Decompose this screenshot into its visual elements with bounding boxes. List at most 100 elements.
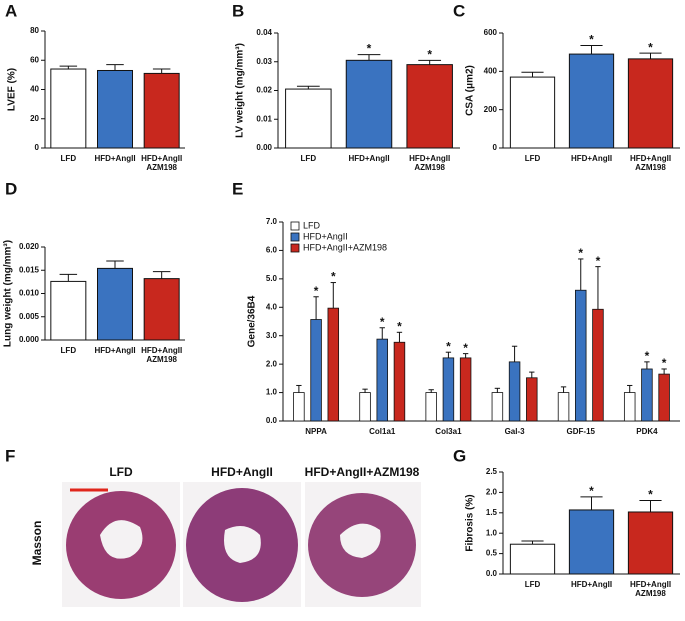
bar [293,392,305,422]
panel-letter: G [453,446,466,465]
legend-swatch [290,243,300,253]
y-tick-label: 400 [484,66,498,75]
bar [359,392,371,422]
x-tick-label: LFD [61,154,77,163]
x-tick-label: AZM198 [635,163,666,172]
y-tick-label: 0.000 [19,335,40,344]
x-tick-label: HFD+AngII [571,580,612,589]
y-tick-label: 0 [493,143,498,152]
panel-letter: A [5,1,17,20]
y-tick-label: 0.005 [19,312,40,321]
cavity [224,526,261,563]
significance-mark: * [589,484,594,498]
significance-mark: * [648,488,653,502]
panel-letter: D [5,179,17,198]
bar [491,392,504,422]
bar [575,289,587,422]
x-tick-label: AZM198 [414,163,445,172]
column-title: HFD+AngII+AZM198 [305,465,420,479]
x-tick-label: LFD [525,580,541,589]
y-axis-label: LV weight (mg/mm³) [235,43,246,138]
significance-mark: * [367,42,372,56]
y-tick-label: 0.015 [19,265,40,274]
column-title: LFD [109,465,133,479]
bar [143,278,180,341]
x-tick-label: HFD+AngII [94,346,135,355]
y-tick-label: 3.0 [266,331,278,340]
x-tick-label: Col3a1 [435,427,462,436]
bar [641,368,653,422]
y-tick-label: 40 [30,85,39,94]
significance-mark: * [446,339,451,353]
x-tick-label: AZM198 [146,163,177,172]
bar [442,357,455,422]
y-tick-label: 0.01 [256,114,272,123]
bar [568,53,615,149]
x-tick-label: NPPA [305,427,327,436]
bar [50,68,87,149]
y-tick-label: 0 [35,143,40,152]
significance-mark: * [589,33,594,47]
x-tick-label: PDK4 [636,427,658,436]
x-tick-label: GDF-15 [567,427,596,436]
significance-mark: * [380,315,385,329]
bar [143,72,180,149]
y-tick-label: 0.020 [19,242,40,251]
panel-letter: B [232,1,244,20]
bar [568,509,615,575]
x-tick-label: HFD+AngII [94,154,135,163]
chart-panel: E Gene/36B4 0.0 1.0 2.0 3.0 4.0 5.0 6.0 7.0 NPPA Co… [232,179,680,436]
y-axis-label: LVEF (%) [7,68,18,111]
histology-panel: F LFD HFD+AngII HFD+AngII+AZM198 Masson [5,446,421,607]
x-tick-label: HFD+AngII [409,154,450,163]
chart-panel: B LV weight (mg/mm³) 0.00 0.01 0.02 0.03 0.04 L… [232,1,460,172]
y-tick-label: 7.0 [266,217,278,226]
chart-panel: D Lung weight (mg/mm³) 0.000 0.005 0.010 0.01… [3,179,185,364]
significance-mark: * [648,40,653,54]
bar [327,307,340,422]
bar [623,392,636,422]
y-axis-label: Lung weight (mg/mm³) [3,240,14,347]
x-tick-label: AZM198 [635,589,666,598]
significance-mark: * [331,270,336,284]
chart-panel: G Fibrosis (%) 0.0 0.5 1.0 1.5 2.0 2.5 LFD HFD+An… [453,446,680,598]
y-tick-label: 0.0 [266,416,278,425]
bar [97,69,133,149]
significance-mark: * [578,246,583,260]
bar [627,58,674,149]
x-tick-label: Gal-3 [505,427,526,436]
y-tick-label: 4.0 [266,302,278,311]
y-tick-label: 20 [30,114,39,123]
y-axis-label: Gene/36B4 [247,295,258,347]
y-tick-label: 0.03 [256,57,272,66]
y-tick-label: 0.5 [486,549,498,558]
chart-panel: C CSA (μm2) 0 200 400 600 LFD HFD+AngII HFD+AngI… [453,1,680,172]
y-tick-label: 1.0 [266,388,278,397]
bar [459,357,472,422]
bar [509,543,556,575]
legend-swatch [290,221,300,231]
cavity [340,523,381,558]
bar [509,76,556,149]
legend-label: HFD+AngII [303,231,348,241]
legend-label: LFD [303,220,321,230]
bar [592,308,604,422]
bar [345,59,393,149]
y-axis-label: CSA (μm2) [465,65,476,116]
x-tick-label: Col1a1 [369,427,396,436]
bar [50,280,87,341]
y-tick-label: 0.02 [256,86,272,95]
x-tick-label: AZM198 [146,355,177,364]
bar [627,511,674,575]
bar [310,319,322,422]
significance-mark: * [463,341,468,355]
row-label: Masson [30,521,44,566]
bar [285,88,332,149]
y-tick-label: 0.00 [256,143,272,152]
significance-mark: * [397,319,402,333]
y-tick-label: 6.0 [266,246,278,255]
bar [508,361,521,422]
x-tick-label: LFD [61,346,77,355]
